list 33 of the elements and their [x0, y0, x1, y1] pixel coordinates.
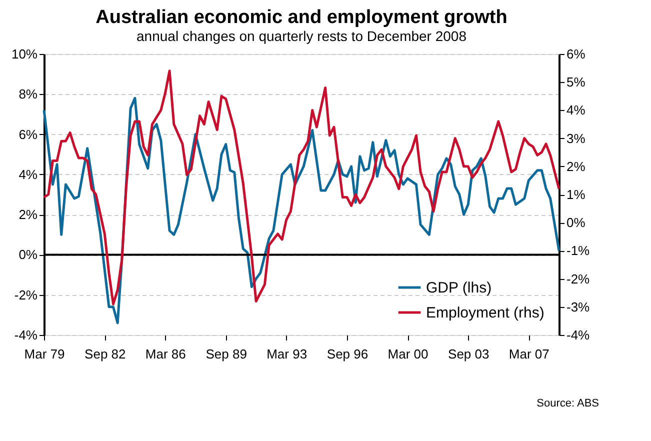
y-tick-label: -2%	[14, 287, 38, 302]
x-tick-label: Mar 07	[508, 346, 550, 362]
chart-title: Australian economic and employment growth	[96, 7, 508, 28]
x-tick-label: Mar 93	[266, 346, 308, 362]
y-tick-label: 2%	[18, 207, 38, 222]
chart-subtitle: annual changes on quarterly rests to December 2008	[136, 28, 467, 44]
x-tick-label: Sep 89	[206, 346, 247, 362]
y2-tick-label: 2%	[566, 158, 586, 174]
y-tick-label: 10%	[11, 46, 38, 62]
y-tick-label: 6%	[18, 126, 38, 142]
y2-tick-label: 6%	[566, 46, 586, 62]
x-tick-label: Mar 00	[388, 346, 428, 362]
y2-tick-label: 3%	[566, 130, 586, 146]
y-tick-label: 0%	[18, 247, 38, 262]
y2-tick-label: -1%	[566, 243, 590, 258]
x-tick-label: Mar 79	[24, 346, 65, 362]
x-tick-label: Sep 82	[84, 346, 126, 362]
y2-tick-label: 0%	[566, 215, 586, 230]
legend-label: GDP (lhs)	[426, 280, 492, 296]
y-tick-label: 4%	[18, 166, 38, 182]
y2-tick-label: 4%	[566, 102, 586, 118]
y-tick-label: -4%	[14, 328, 38, 342]
y-tick-label: 8%	[18, 86, 38, 102]
x-tick-label: Sep 96	[326, 346, 368, 362]
x-tick-label: Sep 03	[448, 346, 490, 362]
source-note: Source: ABS	[536, 398, 599, 410]
y2-tick-label: -3%	[566, 299, 590, 314]
y2-tick-label: 1%	[566, 187, 586, 202]
legend-label: Employment (rhs)	[426, 304, 544, 322]
y2-tick-label: 5%	[566, 74, 586, 90]
y2-tick-label: -2%	[566, 271, 590, 286]
y2-tick-label: -4%	[566, 328, 590, 342]
x-tick-label: Mar 86	[145, 346, 186, 362]
